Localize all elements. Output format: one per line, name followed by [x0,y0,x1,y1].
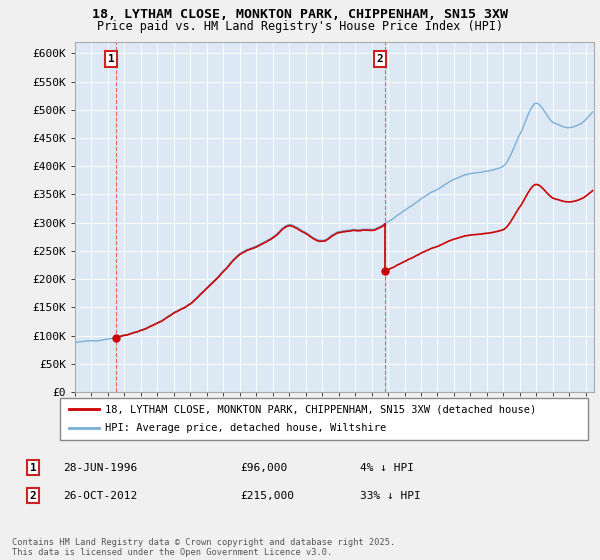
Text: 18, LYTHAM CLOSE, MONKTON PARK, CHIPPENHAM, SN15 3XW (detached house): 18, LYTHAM CLOSE, MONKTON PARK, CHIPPENH… [105,404,536,414]
Text: Price paid vs. HM Land Registry's House Price Index (HPI): Price paid vs. HM Land Registry's House … [97,20,503,32]
Text: 26-OCT-2012: 26-OCT-2012 [63,491,137,501]
Text: 18, LYTHAM CLOSE, MONKTON PARK, CHIPPENHAM, SN15 3XW: 18, LYTHAM CLOSE, MONKTON PARK, CHIPPENH… [92,8,508,21]
Text: 33% ↓ HPI: 33% ↓ HPI [360,491,421,501]
Text: 1: 1 [108,54,115,64]
Text: Contains HM Land Registry data © Crown copyright and database right 2025.
This d: Contains HM Land Registry data © Crown c… [12,538,395,557]
Text: 2: 2 [377,54,383,64]
Text: HPI: Average price, detached house, Wiltshire: HPI: Average price, detached house, Wilt… [105,423,386,433]
Text: 2: 2 [29,491,37,501]
Text: £96,000: £96,000 [240,463,287,473]
Text: 28-JUN-1996: 28-JUN-1996 [63,463,137,473]
Text: 1: 1 [29,463,37,473]
Text: 4% ↓ HPI: 4% ↓ HPI [360,463,414,473]
Text: £215,000: £215,000 [240,491,294,501]
